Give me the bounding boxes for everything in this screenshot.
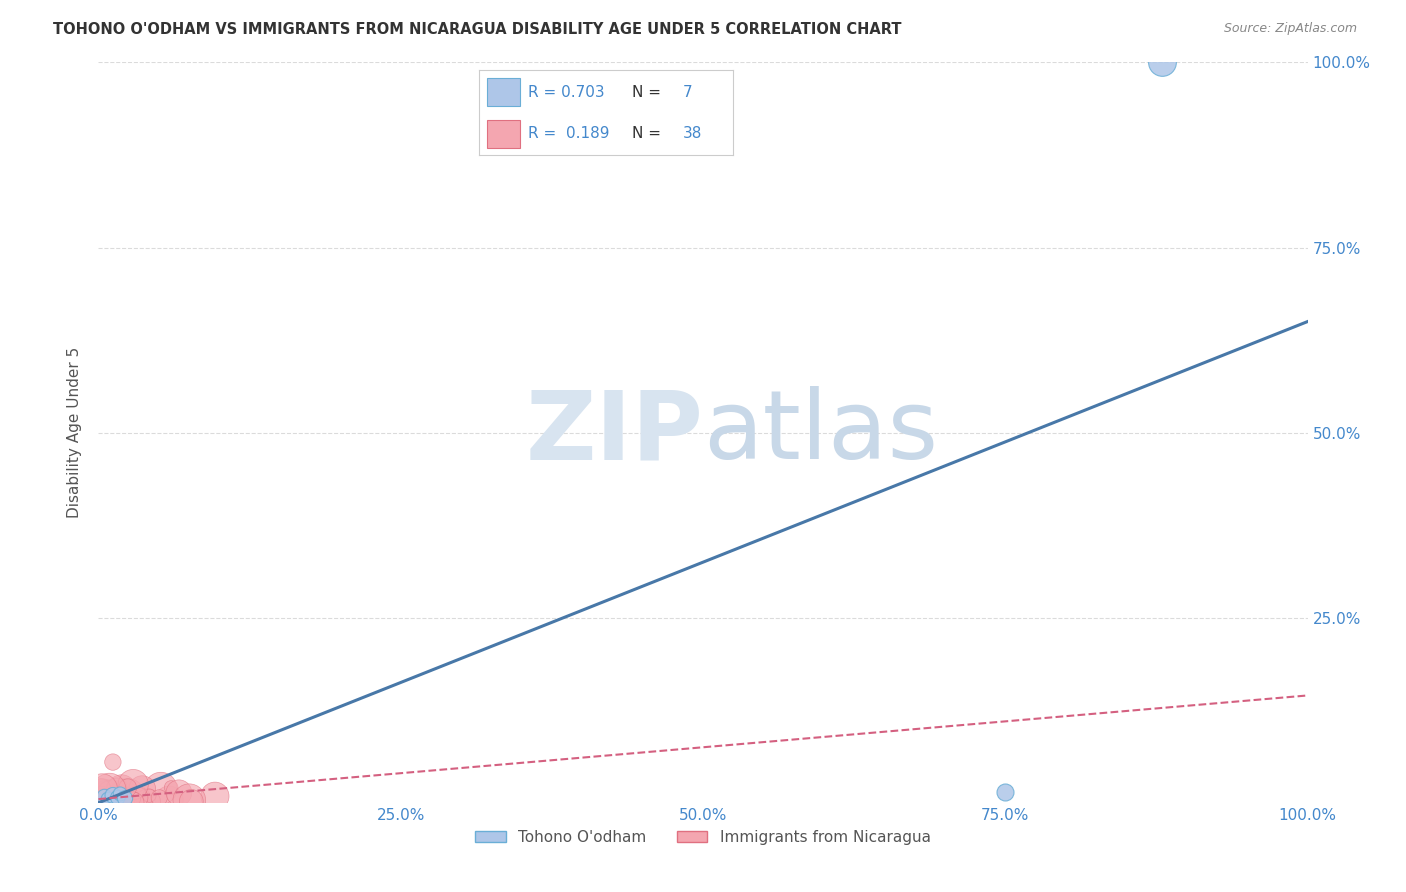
Point xyxy=(100,788,122,802)
Point xyxy=(91,796,114,810)
Point xyxy=(110,791,132,805)
Point xyxy=(157,793,180,807)
Point xyxy=(108,789,131,803)
Point xyxy=(117,780,139,795)
Point xyxy=(204,789,226,804)
Point xyxy=(101,792,124,806)
Point xyxy=(105,794,128,808)
Text: atlas: atlas xyxy=(703,386,938,479)
Legend: Tohono O'odham, Immigrants from Nicaragua: Tohono O'odham, Immigrants from Nicaragu… xyxy=(470,823,936,851)
Point xyxy=(149,781,172,796)
Text: ZIP: ZIP xyxy=(524,386,703,479)
Point xyxy=(96,788,118,802)
Point xyxy=(108,787,131,801)
Point xyxy=(117,793,139,807)
Point xyxy=(89,793,111,807)
Point xyxy=(122,796,145,810)
Point xyxy=(148,790,170,805)
Point xyxy=(107,790,129,805)
Point xyxy=(112,784,135,798)
Point xyxy=(136,795,159,809)
Point xyxy=(91,786,114,800)
Point xyxy=(1152,55,1174,70)
Point xyxy=(110,782,132,797)
Point xyxy=(98,782,121,797)
Point xyxy=(180,794,202,808)
Point xyxy=(121,792,143,806)
Point xyxy=(131,782,153,797)
Point xyxy=(122,778,145,792)
Point xyxy=(118,787,141,801)
Point xyxy=(93,789,115,804)
Point xyxy=(91,782,114,797)
Point xyxy=(114,791,136,805)
Point xyxy=(108,791,131,805)
Point xyxy=(167,786,190,800)
Text: TOHONO O'ODHAM VS IMMIGRANTS FROM NICARAGUA DISABILITY AGE UNDER 5 CORRELATION C: TOHONO O'ODHAM VS IMMIGRANTS FROM NICARA… xyxy=(53,22,901,37)
Point xyxy=(138,789,160,803)
Point xyxy=(90,781,112,796)
Point xyxy=(160,780,183,795)
Point xyxy=(105,780,128,795)
Point xyxy=(125,795,148,809)
Point xyxy=(101,789,124,803)
Point xyxy=(994,785,1017,799)
Point xyxy=(110,781,132,796)
Point xyxy=(101,755,124,769)
Point xyxy=(179,793,201,807)
Point xyxy=(125,790,148,805)
Point xyxy=(97,792,120,806)
Point xyxy=(104,790,127,805)
Text: Source: ZipAtlas.com: Source: ZipAtlas.com xyxy=(1223,22,1357,36)
Y-axis label: Disability Age Under 5: Disability Age Under 5 xyxy=(67,347,83,518)
